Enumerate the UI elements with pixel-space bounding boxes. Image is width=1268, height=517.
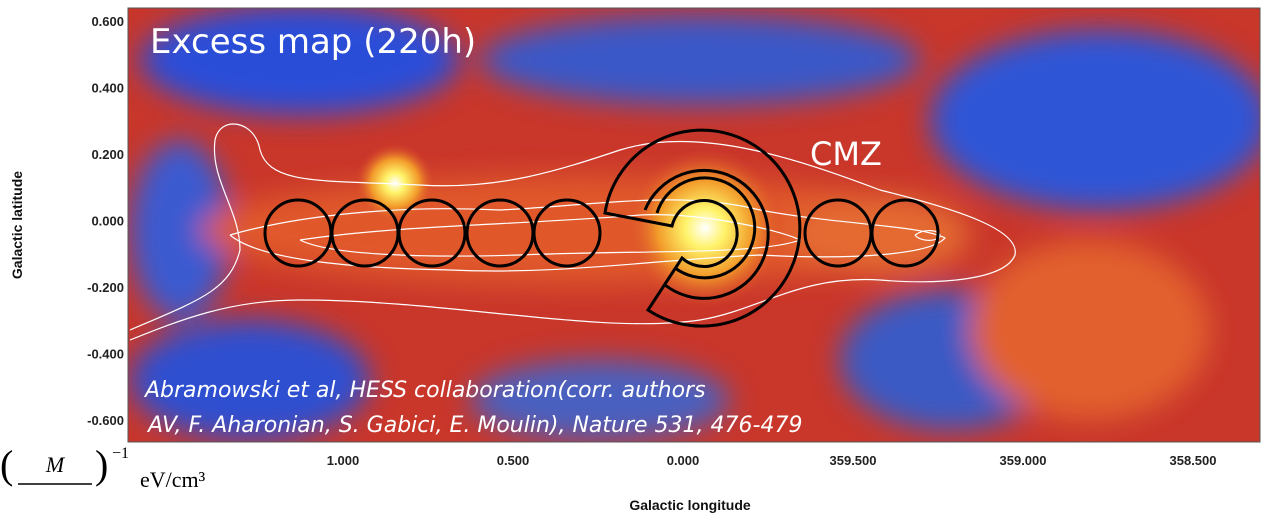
y-tick-label: -0.200 <box>87 280 124 295</box>
y-tick-label: -0.400 <box>87 347 124 362</box>
y-tick-label: -0.600 <box>87 413 124 428</box>
formula-exponent: −1 <box>112 445 129 462</box>
x-tick-label: 0.000 <box>667 453 700 468</box>
citation-line: AV, F. Aharonian, S. Gabici, E. Moulin),… <box>146 413 802 438</box>
y-tick-label: 0.400 <box>91 81 124 96</box>
formula-symbol: M <box>45 452 66 477</box>
excess-map: Excess map (220h) CMZ Abramowski et al, … <box>128 5 1268 471</box>
y-axis-label: Galactic latitude <box>9 171 25 279</box>
y-tick-label: 0.200 <box>91 147 124 162</box>
formula-unit: eV/cm³ <box>140 467 206 492</box>
slide: Excess map (220h) CMZ Abramowski et al, … <box>0 0 1268 517</box>
svg-text:): ) <box>95 442 108 487</box>
cmz-label: CMZ <box>810 135 882 173</box>
y-tick-label: 0.000 <box>91 214 124 229</box>
svg-text:(: ( <box>0 442 13 487</box>
map-title: Excess map (220h) <box>150 22 476 62</box>
citation-line: Abramowski et al, HESS collaboration(cor… <box>143 378 706 403</box>
x-tick-label: 0.500 <box>497 453 530 468</box>
x-tick-label: 359.000 <box>1000 453 1047 468</box>
formula: ( ) M −1 eV/cm³ <box>0 442 206 492</box>
x-tick-label: 1.000 <box>327 453 360 468</box>
y-tick-label: 0.600 <box>91 14 124 29</box>
x-axis-label: Galactic longitude <box>629 497 751 513</box>
x-tick-label: 359.500 <box>830 453 877 468</box>
x-tick-label: 358.500 <box>1170 453 1217 468</box>
